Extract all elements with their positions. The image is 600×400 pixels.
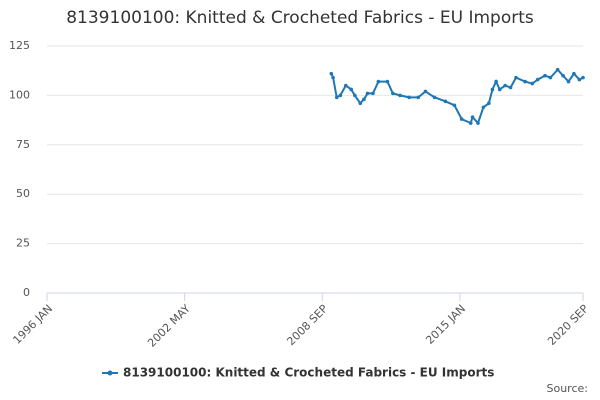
point [443,99,448,104]
point [503,83,507,88]
point [497,87,502,92]
point [470,115,475,119]
x-tick-label: 2008 SEP [284,302,330,348]
point [535,77,540,82]
point [416,95,421,100]
point [385,79,390,84]
point [398,93,402,98]
point [452,103,457,108]
point [353,93,357,98]
point [432,95,437,100]
point [343,83,348,88]
point [523,79,527,84]
point [487,101,491,106]
point [391,91,395,96]
y-tick-label: 75 [16,138,30,151]
point [543,73,547,78]
point [481,105,486,110]
y-tick-label: 50 [16,187,30,200]
point [514,75,518,80]
y-tick-label: 100 [9,88,30,101]
x-tick-label: 1996 JAN [10,302,55,347]
point [494,79,498,84]
point [365,91,370,96]
point [572,71,576,76]
y-tick-label: 25 [16,237,30,250]
point [459,117,464,121]
point [358,101,363,106]
point [548,75,553,80]
point [371,91,375,96]
point [338,93,343,98]
point [376,79,381,84]
point [577,77,582,82]
source: Source: [547,382,589,395]
series-line [330,68,584,125]
point [476,121,480,125]
point [334,95,339,100]
x-tick-label: 2002 MAY [145,302,193,350]
point [581,75,585,80]
point [561,73,565,78]
x-tick-label: 2020 SEP [545,302,591,348]
point [468,121,473,125]
point [555,67,560,72]
x-tick-label: 2015 JAN [423,302,468,347]
point [530,81,535,86]
point [508,85,513,90]
legend-marker [107,370,113,376]
point [331,75,335,80]
point [362,97,366,102]
point [490,87,495,92]
point [329,71,334,76]
point [566,79,571,84]
y-tick-label: 125 [9,39,30,52]
point [407,95,411,100]
chart-title: 8139100100: Knitted & Crocheted Fabrics … [66,8,534,28]
point [423,89,428,94]
y-tick-label: 0 [23,286,30,299]
legend-label: 8139100100: Knitted & Crocheted Fabrics … [123,366,494,380]
point [349,87,354,92]
